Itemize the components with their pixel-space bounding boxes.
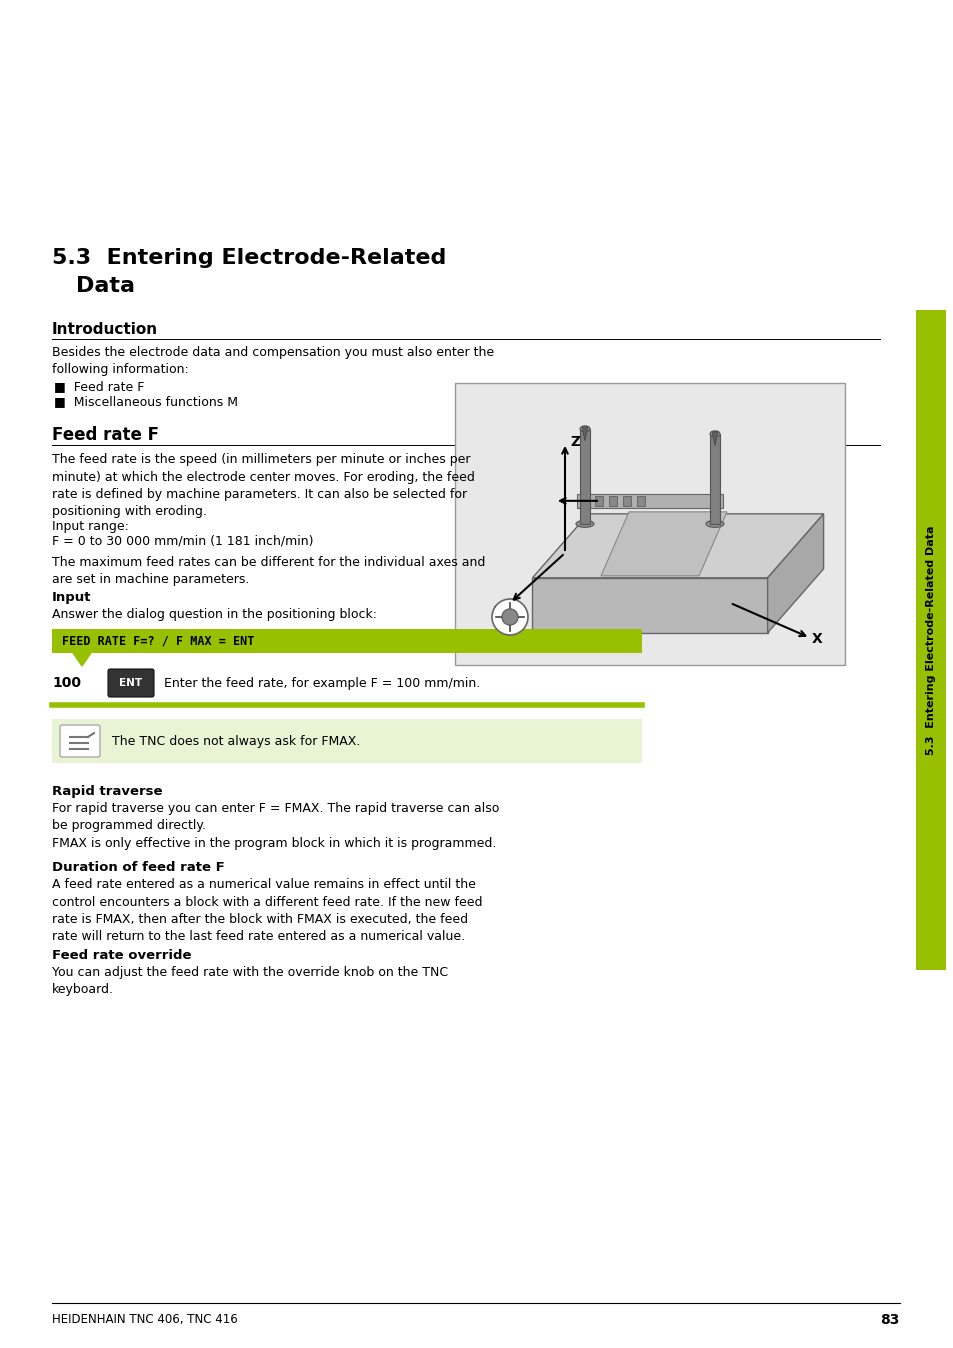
Ellipse shape: [705, 520, 723, 527]
Text: Data: Data: [76, 276, 135, 297]
Circle shape: [492, 599, 527, 635]
Ellipse shape: [579, 426, 589, 431]
Text: 100: 100: [52, 675, 81, 690]
Text: The feed rate is the speed (in millimeters per minute or inches per
minute) at w: The feed rate is the speed (in millimete…: [52, 453, 475, 519]
Text: Feed rate override: Feed rate override: [52, 949, 192, 962]
Text: ■  Miscellaneous functions M: ■ Miscellaneous functions M: [54, 395, 237, 408]
Text: FEED RATE F=? / F MAX = ENT: FEED RATE F=? / F MAX = ENT: [62, 635, 254, 647]
Text: F = 0 to 30 000 mm/min (1 181 inch/min): F = 0 to 30 000 mm/min (1 181 inch/min): [52, 535, 314, 549]
Text: ENT: ENT: [119, 678, 142, 687]
Text: Input: Input: [52, 590, 91, 604]
Polygon shape: [767, 514, 822, 632]
Polygon shape: [532, 514, 822, 578]
Ellipse shape: [709, 431, 720, 437]
Text: Rapid traverse: Rapid traverse: [52, 785, 162, 798]
Polygon shape: [532, 578, 767, 632]
Polygon shape: [73, 652, 91, 666]
Text: F: F: [601, 493, 608, 504]
Text: Introduction: Introduction: [52, 322, 158, 337]
Bar: [52, 630, 641, 652]
Text: X: X: [811, 632, 821, 646]
Ellipse shape: [576, 520, 594, 527]
Text: Y: Y: [493, 605, 502, 619]
Text: The maximum feed rates can be different for the individual axes and
are set in m: The maximum feed rates can be different …: [52, 555, 485, 586]
Bar: [455, 383, 844, 665]
Text: HEIDENHAIN TNC 406, TNC 416: HEIDENHAIN TNC 406, TNC 416: [52, 1313, 237, 1326]
Text: 5.3  Entering Electrode-Related Data: 5.3 Entering Electrode-Related Data: [925, 526, 935, 755]
Text: Answer the dialog question in the positioning block:: Answer the dialog question in the positi…: [52, 608, 376, 621]
Text: Input range:: Input range:: [52, 520, 129, 532]
Polygon shape: [581, 427, 587, 441]
FancyBboxPatch shape: [108, 669, 153, 697]
Bar: [577, 493, 722, 508]
Bar: [915, 310, 945, 971]
Bar: [52, 718, 641, 763]
Text: Duration of feed rate F: Duration of feed rate F: [52, 861, 225, 874]
Text: You can adjust the feed rate with the override knob on the TNC
keyboard.: You can adjust the feed rate with the ov…: [52, 967, 448, 996]
Bar: [595, 496, 602, 506]
Polygon shape: [600, 512, 726, 576]
Bar: [622, 496, 630, 506]
Bar: [608, 496, 617, 506]
Text: 83: 83: [880, 1313, 899, 1326]
Text: A feed rate entered as a numerical value remains in effect until the
control enc: A feed rate entered as a numerical value…: [52, 878, 482, 944]
Text: Z: Z: [569, 435, 579, 449]
Text: Enter the feed rate, for example F = 100 mm/min.: Enter the feed rate, for example F = 100…: [164, 677, 479, 689]
Text: 5.3  Entering Electrode-Related: 5.3 Entering Electrode-Related: [52, 248, 446, 268]
Text: For rapid traverse you can enter F = FMAX. The rapid traverse can also
be progra: For rapid traverse you can enter F = FMA…: [52, 802, 498, 851]
Text: ■  Feed rate F: ■ Feed rate F: [54, 380, 144, 394]
FancyBboxPatch shape: [60, 725, 100, 758]
Bar: [709, 434, 720, 524]
Bar: [637, 496, 644, 506]
Text: Besides the electrode data and compensation you must also enter the
following in: Besides the electrode data and compensat…: [52, 346, 494, 376]
Bar: [579, 429, 589, 524]
Text: The TNC does not always ask for FMAX.: The TNC does not always ask for FMAX.: [112, 735, 360, 748]
Text: Feed rate F: Feed rate F: [52, 426, 159, 443]
Circle shape: [501, 609, 517, 625]
Polygon shape: [711, 431, 718, 446]
